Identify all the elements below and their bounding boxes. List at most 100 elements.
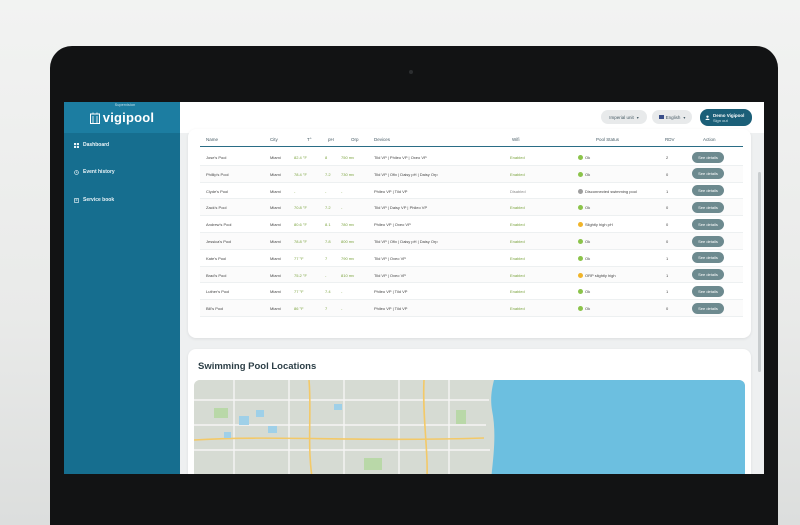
- cell-rdv: 1: [666, 188, 669, 194]
- cell-name: Brad's Pool: [206, 272, 227, 278]
- pool-logo-icon: [89, 112, 100, 124]
- cell-orp: -: [341, 289, 343, 295]
- cell-city: Miami: [270, 155, 281, 160]
- cell-orp: 780 mv: [341, 222, 355, 228]
- cell-wifi: Enabled: [510, 289, 525, 295]
- status-text: Ok: [585, 306, 591, 312]
- cell-orp: -: [341, 205, 343, 211]
- user-menu[interactable]: Demo Vigipool Sign out: [700, 109, 752, 126]
- cell-pool-status: Ok: [578, 205, 590, 211]
- status-text: Ok: [585, 239, 591, 244]
- status-text: Ok: [585, 155, 591, 160]
- cell-rdv: 1: [666, 289, 669, 295]
- cell-pool-status: Ok: [578, 255, 590, 261]
- cell-pool-status: Slightly high pH: [578, 222, 613, 228]
- status-icon: [578, 239, 583, 244]
- status-text: Slightly high pH: [585, 222, 613, 228]
- map-water: [491, 380, 745, 474]
- cell-temperature: 80.6 °F: [294, 222, 307, 228]
- cell-orp: -: [341, 306, 343, 312]
- cell-orp: 790 mv: [341, 255, 355, 261]
- pool-locations-map[interactable]: [194, 380, 745, 474]
- cell-temperature: -: [294, 188, 296, 194]
- cell-temperature: 70.8 °F: [294, 205, 307, 211]
- cell-temperature: 78.8 °F: [294, 239, 307, 244]
- cell-name: Jose's Pool: [206, 155, 227, 160]
- see-details-button[interactable]: See details: [692, 235, 724, 247]
- scrollbar[interactable]: [758, 172, 761, 372]
- status-icon: [578, 289, 583, 295]
- see-details-button[interactable]: See details: [692, 285, 724, 297]
- cell-pool-status: Disconnected swimming pool: [578, 188, 637, 194]
- cell-temperature: 78.4 °F: [294, 171, 307, 177]
- sign-out-link[interactable]: Sign out: [713, 117, 728, 123]
- header-rdv: RDV: [665, 137, 675, 142]
- cell-orp: -: [341, 188, 343, 194]
- cell-devices: Tild VP | Oxeo VP: [374, 255, 406, 261]
- cell-wifi: Enabled: [510, 222, 525, 228]
- table-row: Zack's Pool Miami 70.8 °F 7.2 - Tild VP | Dai…: [200, 199, 743, 217]
- sidebar-item-service-book[interactable]: Service book: [74, 197, 114, 203]
- top-bar: Imperial unit ▾ English ▾ Demo Vigipool …: [180, 102, 764, 133]
- header-devices: Devices: [374, 137, 391, 142]
- see-details-button[interactable]: See details: [692, 218, 724, 230]
- cell-city: Miami: [270, 272, 281, 278]
- status-icon: [578, 205, 583, 211]
- see-details-button[interactable]: See details: [692, 201, 724, 213]
- logo[interactable]: Supervision vigipool: [64, 102, 180, 133]
- cell-name: Bill's Pool: [206, 306, 224, 312]
- cell-name: Jessica's Pool: [206, 239, 232, 244]
- see-details-button[interactable]: See details: [692, 252, 724, 264]
- logo-wordmark: vigipool: [102, 110, 155, 125]
- unit-select[interactable]: Imperial unit ▾: [601, 110, 647, 124]
- table-row: Andrew's Pool Miami 80.6 °F 8.1 780 mv Phileo…: [200, 216, 743, 233]
- language-select[interactable]: English ▾: [652, 110, 692, 124]
- cell-wifi: Enabled: [510, 272, 525, 278]
- cell-rdv: 0: [666, 205, 669, 211]
- header-orp: Orp: [351, 137, 359, 142]
- see-details-button[interactable]: See details: [692, 168, 724, 180]
- sidebar-item-event-history[interactable]: Event history: [74, 169, 115, 175]
- cell-wifi: Enabled: [510, 306, 525, 312]
- sidebar-item-dashboard[interactable]: Dashboard: [74, 142, 109, 148]
- see-details-button[interactable]: See details: [692, 302, 724, 314]
- cell-name: Phillip's Pool: [206, 171, 229, 177]
- status-icon: [578, 155, 583, 160]
- see-details-button[interactable]: See details: [692, 269, 724, 281]
- pools-table-card: Name City T° pH Orp Devices Wifi Pool St…: [188, 129, 751, 338]
- app-screen: Supervision vigipool Dashboard Event his…: [64, 102, 764, 474]
- header-city: City: [270, 137, 278, 142]
- chevron-down-icon: ▾: [636, 114, 639, 120]
- cell-name: Luther's Pool: [206, 289, 230, 295]
- cell-city: Miami: [270, 255, 281, 261]
- cell-rdv: 0: [666, 222, 669, 228]
- user-icon: [705, 115, 710, 120]
- cell-devices: Tild VP | Daisy VP | Phileo VP: [374, 205, 428, 211]
- status-text: Ok: [585, 171, 591, 177]
- map-title: Swimming Pool Locations: [198, 361, 317, 372]
- table-row: Jose's Pool Miami 82.4 °F 8 750 mv Tild VP | …: [200, 149, 743, 166]
- cell-wifi: Enabled: [510, 239, 525, 244]
- status-text: Disconnected swimming pool: [585, 188, 637, 194]
- status-icon: [578, 306, 583, 312]
- see-details-button[interactable]: See details: [692, 151, 724, 163]
- cell-devices: Tild VP | Ofix | Daisy pH | Daisy Orp: [374, 171, 438, 177]
- cell-temperature: 77 °F: [294, 255, 304, 261]
- cell-pool-status: Ok: [578, 239, 590, 244]
- book-icon: [74, 197, 79, 203]
- cell-wifi: Enabled: [510, 255, 525, 261]
- see-details-button[interactable]: See details: [692, 185, 724, 197]
- cell-city: Miami: [270, 222, 281, 228]
- cell-ph: 7.4: [325, 289, 331, 295]
- cell-city: Miami: [270, 171, 281, 177]
- status-icon: [578, 222, 583, 228]
- cell-city: Miami: [270, 188, 281, 194]
- cell-pool-status: Ok: [578, 289, 590, 295]
- cell-ph: 7: [325, 306, 328, 312]
- cell-city: Miami: [270, 239, 281, 244]
- cell-temperature: 82.4 °F: [294, 155, 307, 160]
- logo-text: Supervision vigipool: [102, 103, 155, 125]
- cell-name: Clyde's Pool: [206, 188, 229, 194]
- camera: [409, 70, 413, 74]
- map-lakes: [224, 404, 342, 438]
